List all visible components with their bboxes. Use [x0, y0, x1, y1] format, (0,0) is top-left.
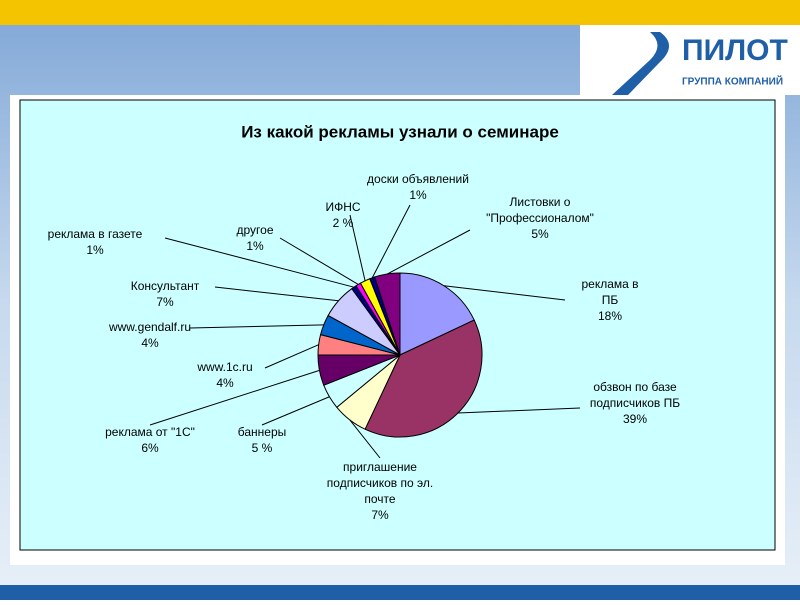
value-label: 7% — [156, 295, 174, 309]
leader-line — [149, 369, 320, 426]
value-label: 4% — [141, 336, 159, 350]
leader-line — [349, 214, 366, 281]
logo-name: ПИЛОТ — [682, 34, 788, 67]
leader-line — [386, 229, 471, 275]
leader-line — [279, 237, 359, 285]
leader-line — [457, 407, 581, 414]
value-label: 18% — [598, 309, 622, 323]
slice-label: www.gendalf.ru — [108, 320, 191, 334]
leader-line — [443, 285, 566, 301]
value-label: 2 % — [333, 216, 354, 230]
value-label: 5 % — [252, 441, 273, 455]
leader-line — [371, 204, 411, 279]
value-label: 39% — [623, 412, 647, 426]
leader-line — [264, 344, 319, 369]
leader-line — [214, 286, 339, 302]
pie-slice — [364, 319, 483, 438]
slice-label: www.1c.ru — [196, 360, 252, 374]
slice-label: Консультант — [131, 279, 200, 293]
slice-label: Листовки о — [510, 195, 571, 209]
slice-label: доски объявлений — [367, 172, 469, 186]
value-label: 1% — [246, 239, 264, 253]
slice-label: другое — [236, 223, 273, 237]
value-label: 4% — [216, 376, 234, 390]
slice-label: подписчиков по эл. — [327, 476, 433, 490]
top-stripe — [0, 0, 800, 25]
logo-area — [580, 25, 800, 95]
value-label: 1% — [86, 243, 104, 257]
slice-label: "Профессионалом" — [486, 211, 594, 225]
slice-label: баннеры — [238, 425, 287, 439]
slice-label: приглашение — [343, 460, 417, 474]
value-label: 6% — [141, 441, 159, 455]
slice-label: ИФНС — [325, 200, 360, 214]
chart-title: Из какой рекламы узнали о семинаре — [241, 122, 559, 141]
leader-line — [349, 419, 381, 459]
slice-label: обзвон по базе — [593, 380, 677, 394]
leader-line — [261, 396, 330, 426]
bottom-stripe — [0, 585, 800, 600]
slice-label: реклама от "1С" — [105, 425, 195, 439]
pie-slice — [399, 272, 475, 356]
slice-label: реклама в газете — [48, 227, 143, 241]
value-label: 7% — [371, 508, 389, 522]
slice-label: почте — [364, 492, 396, 506]
value-label: 5% — [531, 227, 549, 241]
leader-line — [164, 237, 355, 288]
slice-label: ПБ — [602, 293, 619, 307]
value-label: 1% — [409, 188, 427, 202]
logo-mark — [598, 32, 669, 95]
leader-line — [189, 324, 324, 329]
slice-label: реклама в — [581, 277, 638, 291]
logo-subtitle: ГРУППА КОМПАНИЙ — [682, 75, 783, 88]
slice-label: подписчиков ПБ — [590, 396, 680, 410]
